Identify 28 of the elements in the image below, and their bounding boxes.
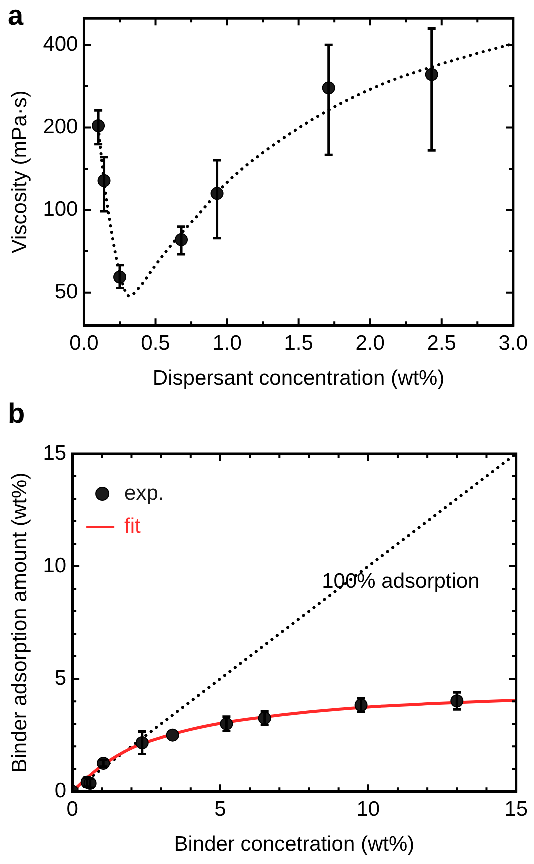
chart-title: b bbox=[8, 398, 26, 430]
y-tick-label: 15 bbox=[43, 442, 67, 465]
y-tick-label: 200 bbox=[43, 116, 78, 139]
y-tick-label: 400 bbox=[43, 32, 78, 56]
x-tick-label: 1.5 bbox=[284, 332, 314, 355]
y-tick-label: 100 bbox=[43, 198, 78, 222]
y-axis-title: Binder adsorption amount (wt%) bbox=[8, 472, 32, 773]
y-tick-label: 10 bbox=[43, 554, 67, 578]
x-tick-label: 5 bbox=[214, 798, 226, 821]
x-tick-label: 15 bbox=[504, 798, 528, 821]
x-tick-label: 1.0 bbox=[212, 332, 242, 355]
y-axis-title: Viscosity (mPa·s) bbox=[8, 90, 32, 254]
chart-title: a bbox=[8, 0, 24, 32]
x-axis-title: Dispersant concentration (wt%) bbox=[152, 367, 445, 390]
y-tick-label: 5 bbox=[54, 666, 67, 690]
legend-label: fit bbox=[124, 514, 142, 538]
annotation: 100% adsorption bbox=[322, 570, 480, 594]
legend-label: exp. bbox=[124, 482, 164, 505]
x-tick-label: 0.5 bbox=[141, 332, 170, 355]
x-tick-label: 0.0 bbox=[70, 332, 99, 355]
x-tick-label: 3.0 bbox=[498, 332, 528, 355]
x-tick-label: 2.5 bbox=[427, 332, 456, 355]
point bbox=[166, 728, 180, 742]
y-tick-label: 0 bbox=[54, 779, 67, 802]
x-tick-label: 2.0 bbox=[356, 332, 385, 355]
x-tick-label: 10 bbox=[356, 798, 380, 821]
x-axis-title: Binder concetration (wt%) bbox=[174, 833, 415, 856]
y-tick-label: 50 bbox=[54, 280, 78, 304]
